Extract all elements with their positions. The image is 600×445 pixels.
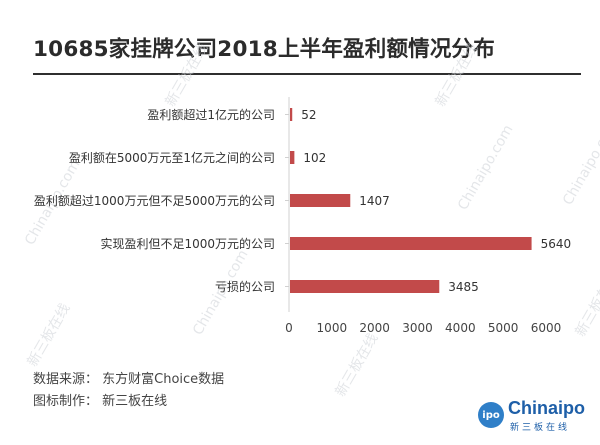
chinaipo-logo: ipo Chinaipo 新三板在线 <box>478 398 588 434</box>
x-tick-label: 4000 <box>445 321 476 335</box>
logo-subtitle: 新三板在线 <box>510 423 571 433</box>
x-tick-label: 6000 <box>531 321 562 335</box>
bar <box>290 280 440 293</box>
logo-name: Chinaipo <box>508 398 585 418</box>
title-underline <box>33 73 581 75</box>
category-label: 亏损的公司 <box>215 279 275 294</box>
x-tick-label: 1000 <box>317 321 348 335</box>
x-tick-label: 0 <box>285 321 293 335</box>
chart-title: 10685家挂牌公司2018上半年盈利额情况分布 <box>33 37 495 62</box>
data-source-note: 数据来源： 东方财富Choice数据 <box>33 372 225 387</box>
bar <box>290 237 532 250</box>
data-label: 52 <box>301 108 316 122</box>
bar <box>290 194 351 207</box>
bar <box>290 108 293 121</box>
data-label: 1407 <box>359 194 390 208</box>
category-label: 盈利额在5000万元至1亿元之间的公司 <box>69 150 275 165</box>
category-label: 盈利额超过1亿元的公司 <box>147 107 275 122</box>
category-label: 盈利额超过1000万元但不足5000万元的公司 <box>34 193 275 208</box>
x-tick-label: 3000 <box>402 321 433 335</box>
bar <box>290 151 295 164</box>
data-label: 102 <box>303 151 326 165</box>
category-label: 实现盈利但不足1000万元的公司 <box>100 236 275 251</box>
chart-maker-note: 图标制作： 新三板在线 <box>33 394 168 409</box>
x-tick-label: 5000 <box>488 321 519 335</box>
x-tick-label: 2000 <box>359 321 390 335</box>
data-label: 3485 <box>448 280 479 294</box>
data-label: 5640 <box>541 237 572 251</box>
logo-badge: ipo <box>478 402 504 428</box>
